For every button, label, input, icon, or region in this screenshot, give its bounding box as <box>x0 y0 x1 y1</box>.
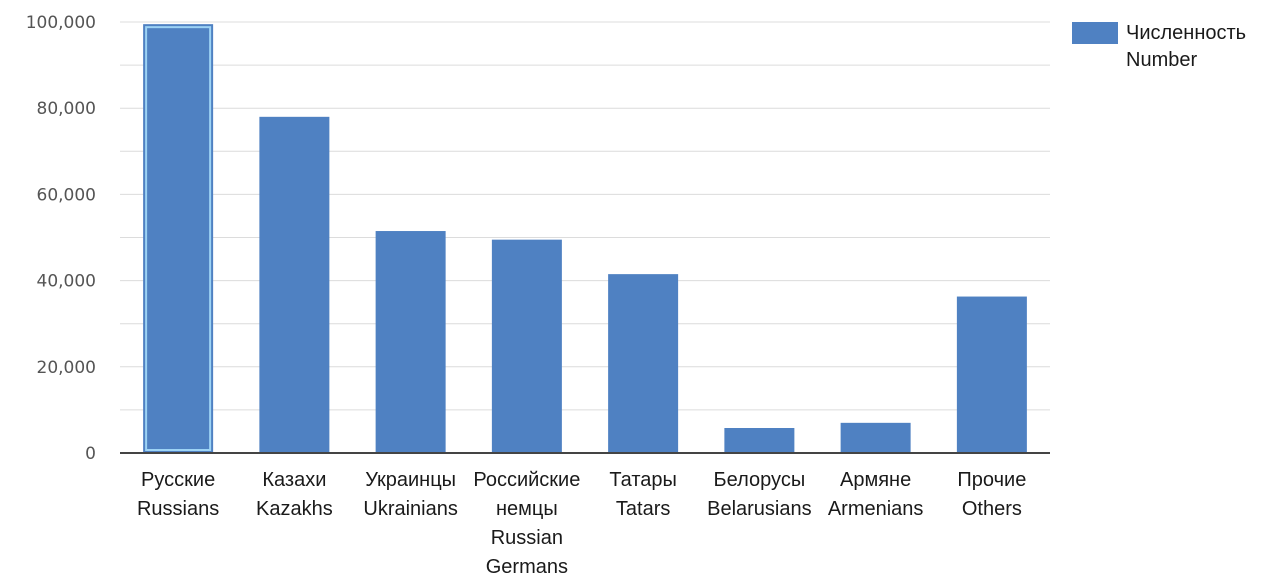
bar <box>375 231 446 453</box>
y-axis-ticks: 0 20,000 40,000 60,000 80,000 100,000 <box>26 13 96 464</box>
x-axis-category-labels: Русские Russians Казахи Kazakhs Украинцы Ukra… <box>137 469 1026 578</box>
legend-label: Численность Number <box>1126 22 1246 71</box>
bar <box>724 428 795 453</box>
bar <box>956 296 1027 453</box>
legend: Численность Number <box>1072 22 1246 71</box>
x-category-label: Украинцы Ukrainians <box>363 469 457 520</box>
y-tick-label: 40,000 <box>37 272 96 292</box>
legend-series-name: Численность Number <box>1126 22 1246 71</box>
y-tick-label: 0 <box>85 444 96 464</box>
bar-highlight-outline <box>145 26 212 452</box>
x-category-label: Белорусы Belarusians <box>707 469 812 520</box>
y-tick-label: 60,000 <box>37 185 96 205</box>
y-tick-label: 20,000 <box>37 358 96 378</box>
bar <box>491 239 562 453</box>
bar <box>143 24 214 454</box>
bar <box>608 274 679 453</box>
y-tick-label: 80,000 <box>37 99 96 119</box>
x-category-label: Прочие Others <box>957 469 1026 520</box>
x-category-label: Татары Tatars <box>609 469 677 520</box>
bars <box>143 24 1027 454</box>
bar <box>259 116 330 453</box>
legend-swatch <box>1072 22 1118 44</box>
y-tick-label: 100,000 <box>26 13 96 33</box>
x-category-label: Армяне Armenians <box>828 469 924 520</box>
x-category-label: Русские Russians <box>137 469 219 520</box>
bar <box>840 422 911 453</box>
x-category-label: Российские немцы Russian Germans <box>473 469 580 578</box>
x-category-label: Казахи Kazakhs <box>256 469 333 520</box>
